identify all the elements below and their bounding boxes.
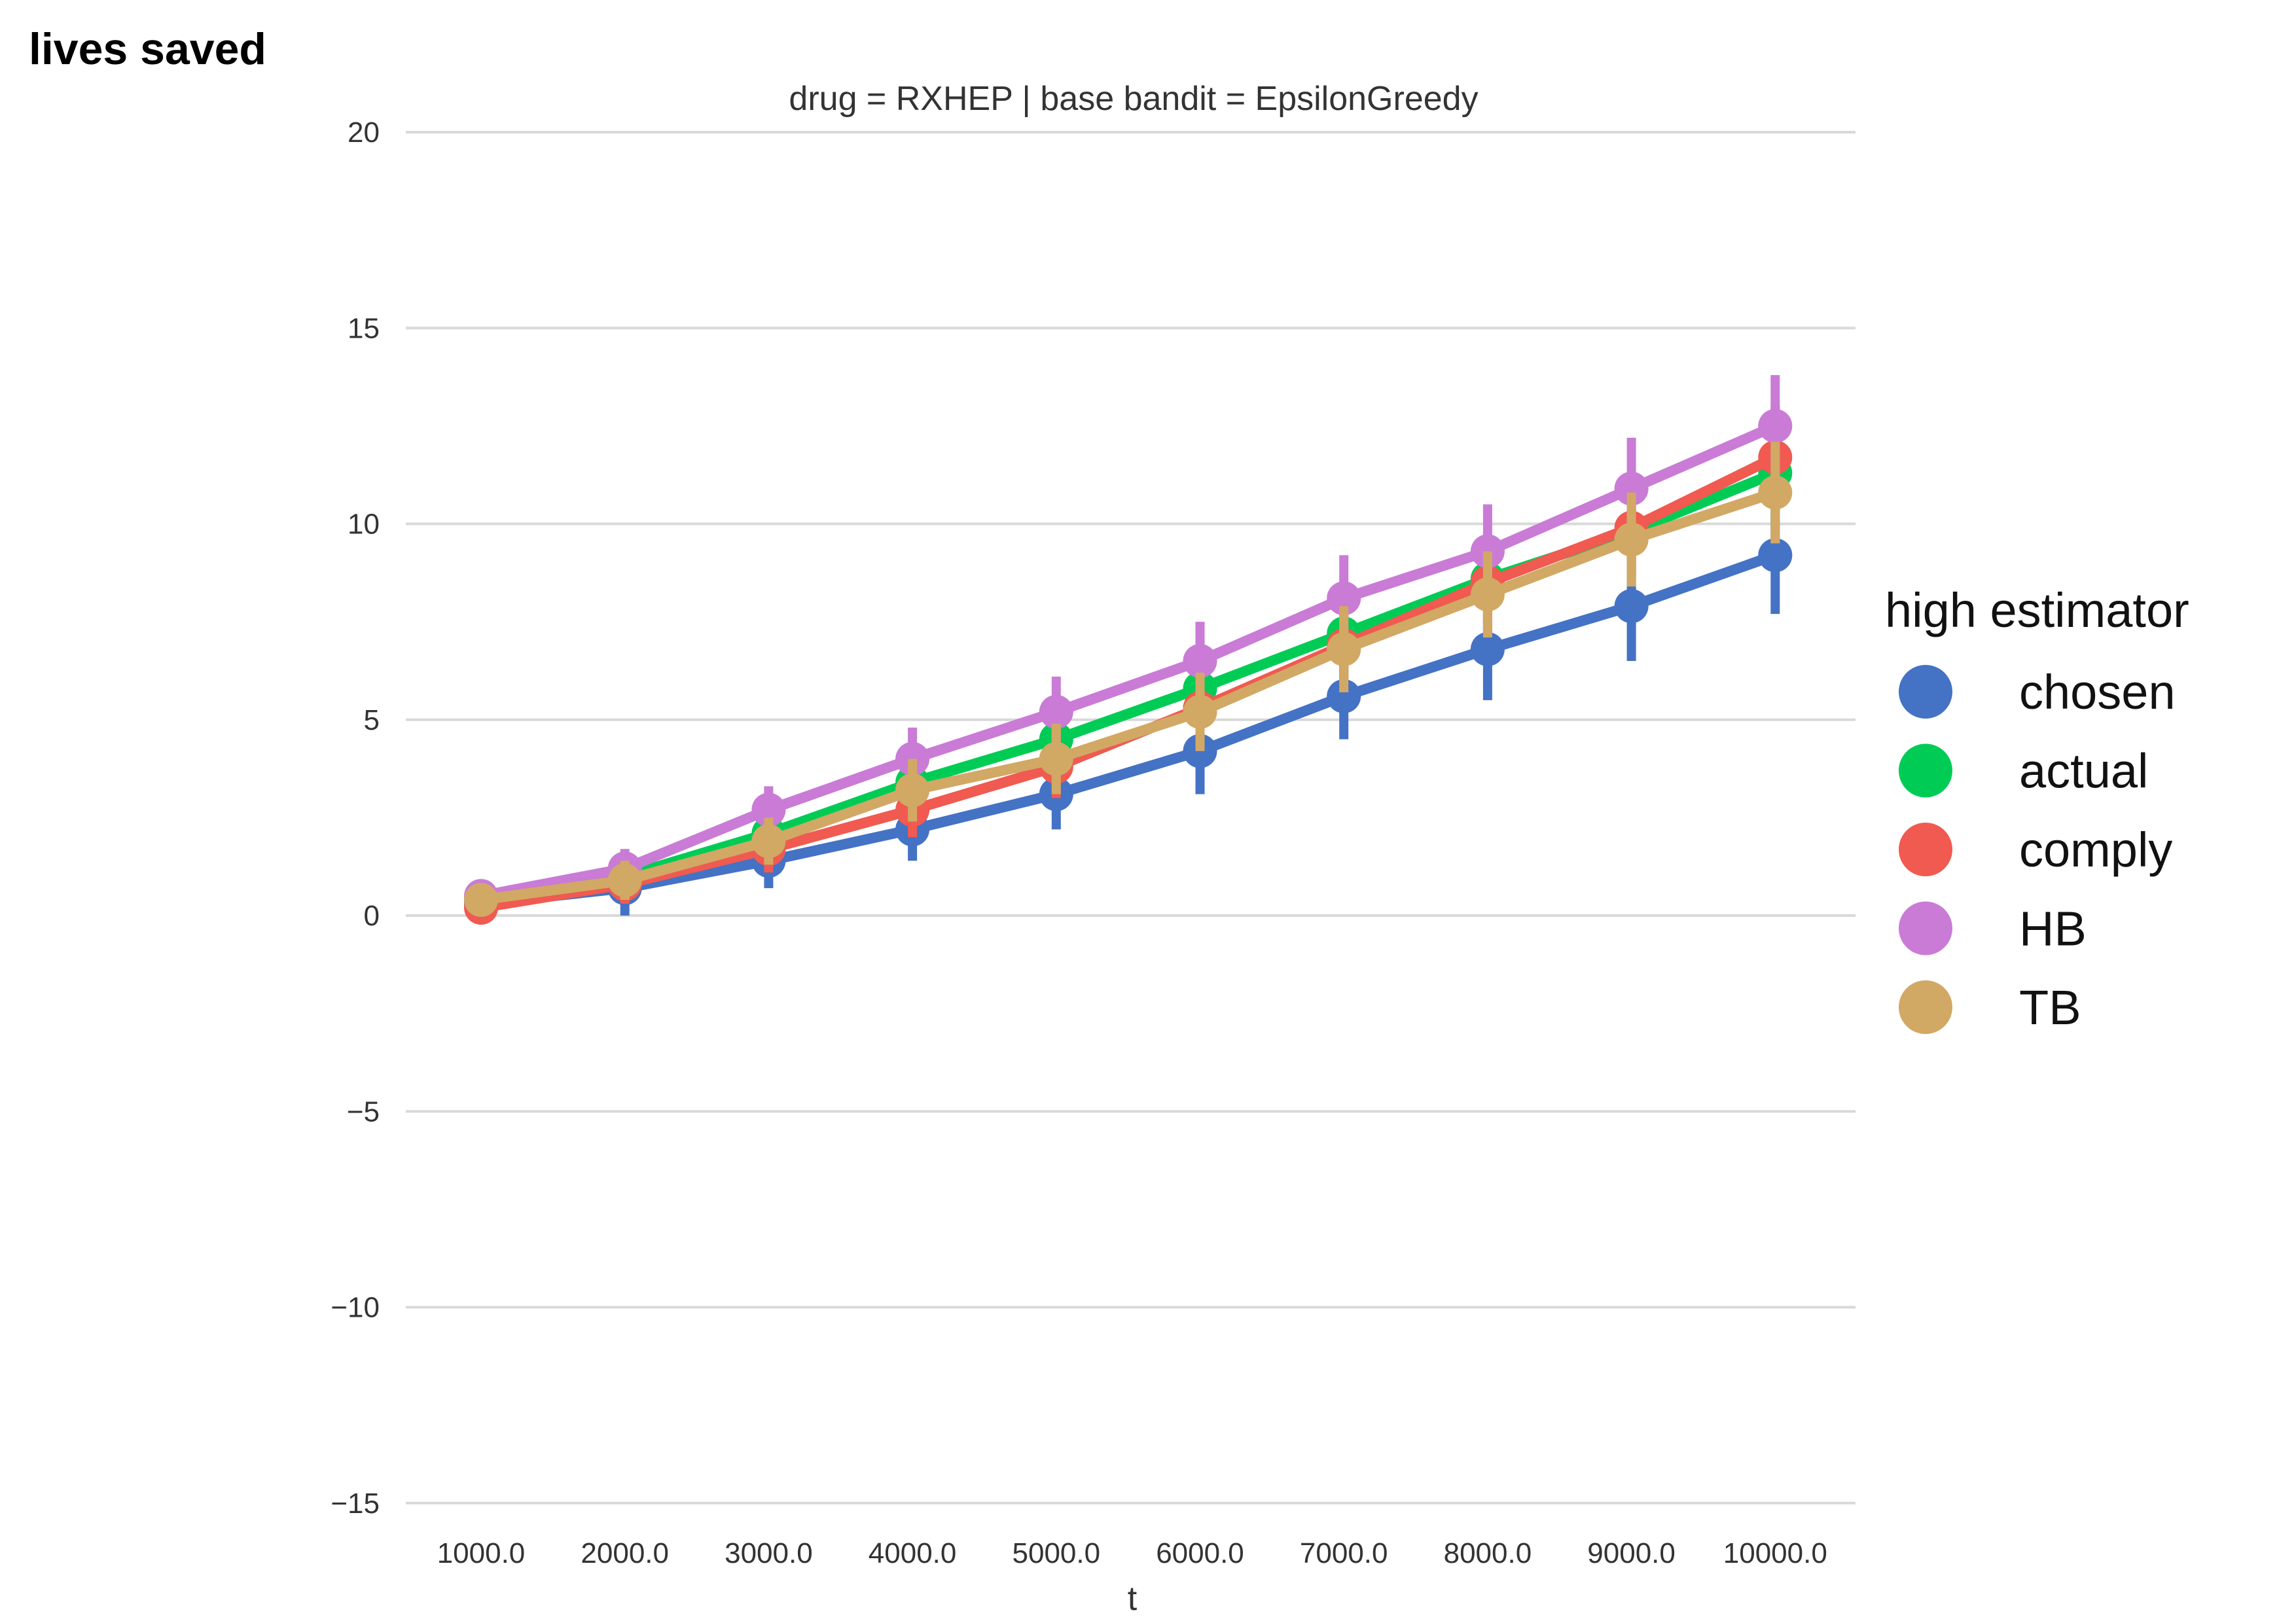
y-axis-label: lives saved xyxy=(29,24,266,74)
y-tick-label: 0 xyxy=(364,900,380,932)
data-point xyxy=(1470,632,1505,667)
legend-marker xyxy=(1899,743,1952,798)
legend-label: chosen xyxy=(2019,665,2176,719)
legend-label: HB xyxy=(2019,902,2087,956)
data-point xyxy=(1614,589,1649,624)
series-line xyxy=(476,550,1781,910)
series-tb xyxy=(464,441,1793,918)
series-line xyxy=(476,420,1781,902)
legend-label: actual xyxy=(2019,744,2148,798)
data-point xyxy=(1327,632,1361,667)
data-point xyxy=(464,883,498,918)
y-tick-label: −10 xyxy=(331,1292,380,1324)
data-point xyxy=(1327,581,1361,616)
data-point xyxy=(1327,679,1361,713)
y-tick-label: 5 xyxy=(364,704,380,736)
legend-marker xyxy=(1899,665,1952,719)
legend-marker xyxy=(1899,823,1952,876)
series-line xyxy=(476,487,1781,906)
legend-label: comply xyxy=(2019,823,2172,877)
data-point xyxy=(1183,694,1217,729)
y-tick-label: −15 xyxy=(331,1488,380,1520)
data-point xyxy=(1614,522,1649,557)
series-actual xyxy=(464,418,1793,918)
data-point xyxy=(751,793,786,827)
data-point xyxy=(1470,577,1505,612)
data-point xyxy=(1183,643,1217,678)
data-point xyxy=(607,863,642,898)
legend-title: high estimator xyxy=(1885,583,2189,637)
y-tick-label: 20 xyxy=(348,116,380,149)
y-tick-label: −5 xyxy=(347,1096,380,1128)
x-tick-labels: 1000.0 2000.0 3000.0 4000.0 5000.0 6000.0 7000… xyxy=(437,1537,1827,1569)
y-tick-label: 10 xyxy=(348,508,380,541)
legend: high estimator chosen actual comply HB TB xyxy=(1885,583,2189,1035)
legend-label: TB xyxy=(2019,980,2081,1035)
y-tick-labels: 20 15 10 5 0 −5 −10 −15 xyxy=(331,116,380,1520)
data-point xyxy=(1758,408,1793,443)
series-group xyxy=(464,375,1793,925)
x-tick-label: 10000.0 xyxy=(1723,1537,1827,1569)
y-tick-label: 15 xyxy=(348,312,380,344)
x-tick-label: 8000.0 xyxy=(1444,1537,1532,1569)
data-point xyxy=(1039,694,1073,729)
data-point xyxy=(1758,538,1793,573)
data-point xyxy=(895,773,930,808)
gridlines xyxy=(406,131,1856,1505)
data-point xyxy=(1039,741,1073,776)
x-tick-label: 6000.0 xyxy=(1156,1537,1244,1569)
series-comply xyxy=(464,406,1793,925)
data-point xyxy=(1614,471,1649,506)
data-point xyxy=(1758,475,1793,510)
x-tick-label: 4000.0 xyxy=(869,1537,957,1569)
x-tick-label: 5000.0 xyxy=(1013,1537,1101,1569)
chart-title: drug = RXHEP | base bandit = EpsilonGree… xyxy=(789,80,1478,118)
x-tick-label: 2000.0 xyxy=(581,1537,669,1569)
data-point xyxy=(751,824,786,859)
series-hb xyxy=(464,375,1793,914)
x-tick-label: 7000.0 xyxy=(1300,1537,1388,1569)
x-tick-label: 9000.0 xyxy=(1587,1537,1676,1569)
legend-marker xyxy=(1899,901,1952,955)
legend-marker xyxy=(1899,980,1952,1034)
x-tick-label: 1000.0 xyxy=(437,1537,526,1569)
x-axis-label: t xyxy=(1128,1580,1138,1618)
x-tick-label: 3000.0 xyxy=(725,1537,813,1569)
